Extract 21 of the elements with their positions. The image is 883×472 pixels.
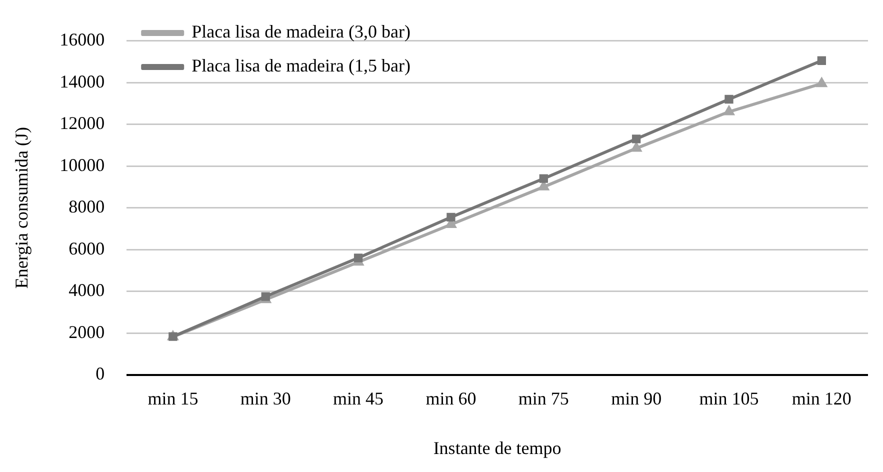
y-tick-label: 6000: [68, 238, 105, 258]
x-tick-label: min 15: [148, 388, 198, 408]
legend-label: Placa lisa de madeira (3,0 bar): [192, 22, 411, 42]
y-tick-label: 14000: [60, 71, 105, 92]
x-tick-label: min 45: [333, 388, 384, 408]
x-tick-label: min 30: [240, 388, 291, 408]
y-axis-title: Energia consumida (J): [12, 126, 32, 289]
y-tick-label: 12000: [60, 113, 105, 134]
y-tick-label: 2000: [68, 322, 105, 342]
y-tick-label: 10000: [60, 154, 105, 175]
legend-label: Placa lisa de madeira (1,5 bar): [192, 56, 411, 76]
x-axis-title: Instante de tempo: [433, 438, 562, 458]
x-tick-label: min 105: [699, 388, 759, 408]
y-tick-label: 0: [96, 364, 105, 384]
x-tick-label: min 60: [426, 388, 476, 408]
y-tick-label: 16000: [60, 30, 105, 50]
x-tick-label: min 90: [611, 388, 662, 408]
y-tick-label: 8000: [68, 196, 105, 217]
y-tick-label: 4000: [68, 280, 105, 300]
x-tick-label: min 75: [518, 388, 569, 408]
x-tick-label: min 120: [792, 388, 852, 408]
